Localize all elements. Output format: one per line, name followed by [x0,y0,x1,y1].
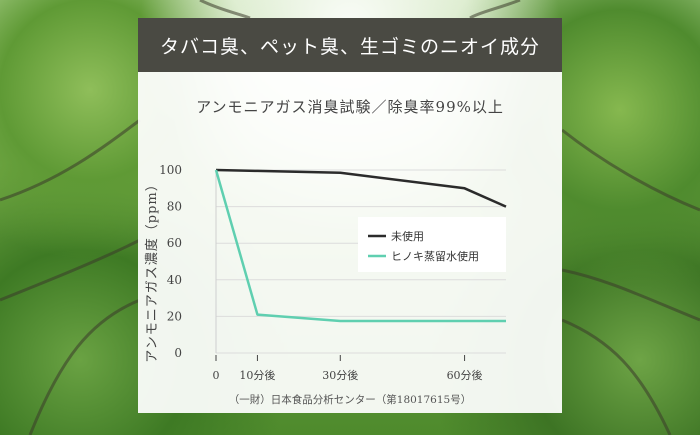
banner-title: タバコ臭、ペット臭、生ゴミのニオイ成分 [159,35,540,58]
x-tick-label: 60分後 [447,368,483,382]
y-tick-label: 100 [159,163,182,177]
legend-label-1: ヒノキ蒸留水使用 [391,250,479,263]
chart-panel: アンモニアガス消臭試験／除臭率99%以上 アンモニアガス濃度（ppm） 0 20 4… [138,72,562,413]
x-tick-label: 10分後 [239,368,275,382]
banner: タバコ臭、ペット臭、生ゴミのニオイ成分 [138,18,562,72]
y-tick-label: 80 [167,200,182,214]
y-tick-label: 60 [167,236,182,250]
series-line-1 [214,169,506,323]
x-tick-labels: 0 10分後 30分後 60分後 [213,355,483,382]
x-tick-label: 30分後 [322,368,358,382]
y-tick-label: 20 [167,309,182,323]
chart-title: アンモニアガス消臭試験／除臭率99%以上 [196,98,504,116]
legend-label-0: 未使用 [391,230,424,243]
y-tick-label: 40 [167,273,182,287]
legend-box [358,217,506,272]
series-line-0 [215,168,507,208]
x-tick-label: 0 [213,369,220,382]
y-tick-label: 0 [174,346,182,360]
series-lines [214,168,507,323]
y-axis-label: アンモニアガス濃度（ppm） [144,177,160,362]
ammonia-chart: アンモニアガス消臭試験／除臭率99%以上 アンモニアガス濃度（ppm） 0 20 4… [144,98,507,382]
source-note: （一財）日本食品分析センター（第18017615号） [228,394,472,406]
y-tick-labels: 0 20 40 60 80 100 [159,163,182,360]
